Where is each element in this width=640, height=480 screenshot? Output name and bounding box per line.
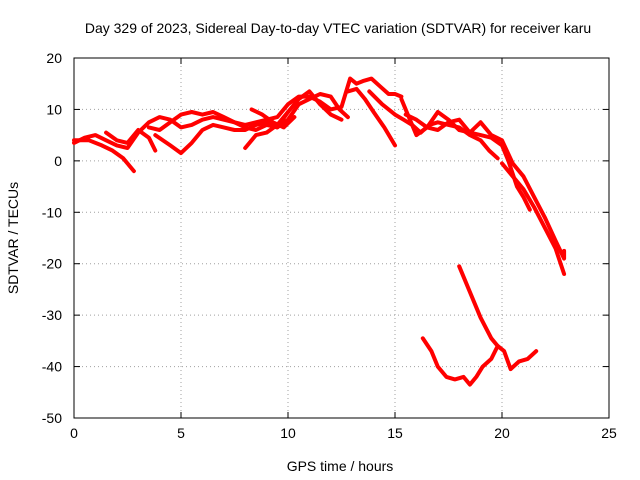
series-track-d [146, 110, 290, 132]
x-tick-label: 5 [177, 425, 185, 441]
axis-ticks: 0 5 10 15 20 25 -50 -40 -30 -20 -10 0 10 20 [42, 50, 617, 441]
series-track-n [457, 264, 500, 348]
series-track-j [399, 97, 567, 261]
series-track-m [420, 336, 539, 387]
chart-title: Day 329 of 2023, Sidereal Day-to-day VTE… [85, 20, 591, 36]
data-series [72, 76, 567, 387]
plot-area-border [73, 57, 610, 419]
y-axis-label: SDTVAR / TECUs [5, 182, 21, 294]
y-tick-label: 20 [46, 50, 62, 66]
series-track-b [72, 138, 136, 174]
series-track-l [500, 161, 567, 276]
y-tick-label: -10 [42, 204, 62, 220]
y-tick-label: -30 [42, 307, 62, 323]
x-tick-label: 0 [70, 425, 78, 441]
series-track-e [153, 92, 350, 156]
y-tick-label: 0 [54, 153, 62, 169]
x-axis-label: GPS time / hours [287, 458, 394, 474]
series-track-g [249, 107, 297, 130]
series-track-i [367, 89, 500, 161]
series-track-f [243, 89, 344, 150]
series-track-c [104, 128, 158, 153]
y-tick-label: -40 [42, 359, 62, 375]
x-tick-label: 10 [280, 425, 296, 441]
x-tick-label: 25 [601, 425, 617, 441]
y-tick-label: 10 [46, 101, 62, 117]
y-tick-label: -50 [42, 410, 62, 426]
x-tick-label: 15 [387, 425, 403, 441]
series-track-h [345, 86, 397, 148]
series-track-a [72, 76, 404, 150]
x-tick-label: 20 [494, 425, 510, 441]
y-tick-label: -20 [42, 256, 62, 272]
